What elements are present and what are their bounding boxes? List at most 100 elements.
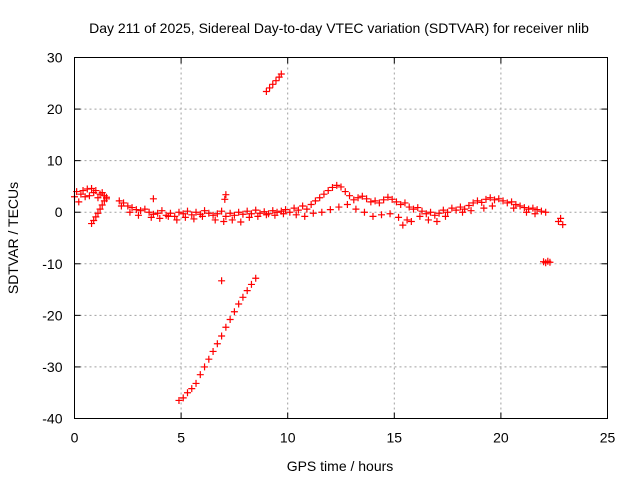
data-point xyxy=(158,207,166,215)
data-point xyxy=(201,207,209,215)
data-point xyxy=(520,204,528,212)
data-point xyxy=(478,198,486,206)
data-point xyxy=(115,197,123,205)
data-point xyxy=(456,203,464,211)
data-point xyxy=(409,205,417,213)
data-point xyxy=(529,204,537,212)
data-point xyxy=(192,379,200,387)
data-point xyxy=(218,332,226,340)
data-point xyxy=(343,200,351,208)
series xyxy=(71,181,550,220)
data-point xyxy=(367,198,375,206)
data-point xyxy=(328,183,336,191)
data-point xyxy=(311,197,319,205)
data-point xyxy=(397,200,405,208)
data-point xyxy=(124,202,132,210)
data-point xyxy=(403,216,411,224)
data-point xyxy=(239,210,247,218)
data-point xyxy=(201,363,209,371)
data-point xyxy=(407,217,415,225)
data-point xyxy=(337,183,345,191)
data-point xyxy=(196,371,204,379)
data-point xyxy=(171,212,179,220)
data-point xyxy=(433,217,441,225)
series xyxy=(149,191,567,285)
data-point xyxy=(378,211,386,219)
data-point xyxy=(132,206,140,214)
data-point xyxy=(198,212,206,220)
data-point xyxy=(221,195,229,203)
data-point xyxy=(222,191,230,199)
data-point xyxy=(324,187,332,195)
data-point xyxy=(467,207,475,215)
data-point xyxy=(363,195,371,203)
grid xyxy=(74,57,608,419)
data-point xyxy=(439,206,447,214)
data-point xyxy=(303,205,311,213)
data-point xyxy=(405,203,413,211)
data-points xyxy=(71,70,567,404)
x-tick-label: 15 xyxy=(387,430,403,446)
data-point xyxy=(414,204,422,212)
series xyxy=(88,193,110,228)
data-point xyxy=(183,207,191,215)
data-point xyxy=(211,216,219,224)
data-point xyxy=(179,394,187,402)
data-point xyxy=(424,216,432,224)
data-point xyxy=(190,215,198,223)
data-point xyxy=(386,210,394,218)
data-point xyxy=(533,206,541,214)
data-point xyxy=(237,218,245,226)
data-point xyxy=(488,202,496,210)
data-point xyxy=(416,212,424,220)
data-point xyxy=(218,207,226,215)
data-point xyxy=(542,208,550,216)
data-point xyxy=(254,212,262,220)
data-point xyxy=(465,202,473,210)
data-point xyxy=(192,208,200,216)
x-tick-label: 10 xyxy=(280,430,296,446)
data-point xyxy=(75,198,83,206)
data-point xyxy=(354,194,362,202)
data-point xyxy=(279,210,287,218)
data-point xyxy=(399,221,407,229)
data-point xyxy=(218,277,226,285)
data-point xyxy=(247,280,255,288)
y-axis-label: SDTVAR / TECUs xyxy=(5,182,21,294)
y-tick-label: 10 xyxy=(47,153,63,169)
series xyxy=(117,200,539,229)
series xyxy=(175,274,260,404)
data-point xyxy=(272,77,280,85)
data-point xyxy=(262,88,270,96)
data-point xyxy=(422,210,430,218)
data-point xyxy=(173,216,181,224)
data-point xyxy=(209,347,217,355)
data-point xyxy=(245,213,253,221)
data-point xyxy=(137,207,145,215)
data-point xyxy=(183,389,191,397)
data-point xyxy=(213,210,221,218)
data-point xyxy=(480,204,488,212)
axis-ticks xyxy=(74,57,608,419)
data-point xyxy=(94,194,102,202)
y-tick-label: -20 xyxy=(42,307,62,323)
x-tick-label: 20 xyxy=(493,430,509,446)
data-point xyxy=(141,205,149,213)
data-point xyxy=(228,216,236,224)
data-point xyxy=(559,221,567,229)
data-point xyxy=(102,193,110,201)
data-point xyxy=(292,211,300,219)
data-point xyxy=(222,212,230,220)
data-point xyxy=(360,208,368,216)
data-point xyxy=(290,204,298,212)
data-point xyxy=(92,187,100,195)
data-point xyxy=(154,209,162,217)
data-point xyxy=(495,195,503,203)
data-point xyxy=(371,197,379,205)
data-point xyxy=(220,217,228,225)
data-point xyxy=(341,188,349,196)
data-point xyxy=(181,213,189,221)
data-point xyxy=(226,209,234,217)
plot-frame xyxy=(74,57,608,419)
data-point xyxy=(444,208,452,216)
